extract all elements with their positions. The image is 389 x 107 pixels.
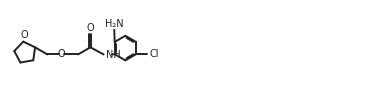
Text: Cl: Cl xyxy=(150,49,159,59)
Text: NH: NH xyxy=(106,50,121,60)
Text: O: O xyxy=(58,49,65,59)
Text: O: O xyxy=(20,30,28,40)
Text: O: O xyxy=(87,23,94,33)
Text: H₂N: H₂N xyxy=(105,19,124,29)
